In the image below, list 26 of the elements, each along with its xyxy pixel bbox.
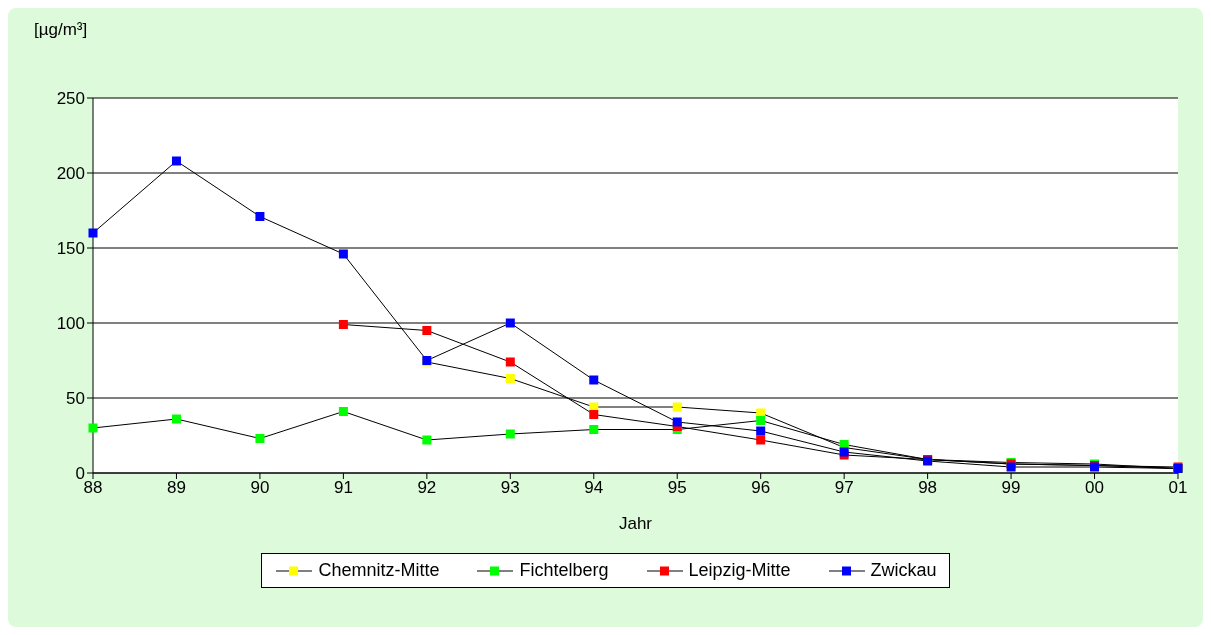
x-tick-label: 88 xyxy=(83,478,103,498)
y-axis-title: [µg/m³] xyxy=(34,20,88,40)
x-tick-label: 01 xyxy=(1168,478,1188,498)
x-tick-label: 00 xyxy=(1085,478,1104,498)
x-tick-label: 92 xyxy=(417,478,437,498)
y-tick-label: 0 xyxy=(75,464,85,484)
x-tick-label: 93 xyxy=(500,478,520,498)
legend-label: Chemnitz-Mitte xyxy=(318,560,440,581)
x-tick-label: 99 xyxy=(1001,478,1021,498)
x-tick-label: 90 xyxy=(250,478,270,498)
x-tick-label: 94 xyxy=(584,478,604,498)
x-tick-label: 91 xyxy=(333,478,353,498)
y-tick-label: 200 xyxy=(56,164,85,184)
x-tick-label: 95 xyxy=(667,478,687,498)
x-tick-label: 98 xyxy=(918,478,938,498)
x-axis-title: Jahr xyxy=(618,514,653,533)
legend-label: Leipzig-Mitte xyxy=(688,560,791,581)
legend-label: Fichtelberg xyxy=(519,560,609,581)
x-tick-label: 96 xyxy=(751,478,771,498)
y-tick-label: 250 xyxy=(56,89,85,109)
y-tick-label: 150 xyxy=(56,239,85,259)
legend-label: Zwickau xyxy=(870,560,937,581)
x-tick-label: 89 xyxy=(167,478,186,498)
x-tick-label: 97 xyxy=(834,478,854,498)
y-tick-label: 50 xyxy=(66,389,85,409)
y-tick-label: 100 xyxy=(56,314,85,334)
